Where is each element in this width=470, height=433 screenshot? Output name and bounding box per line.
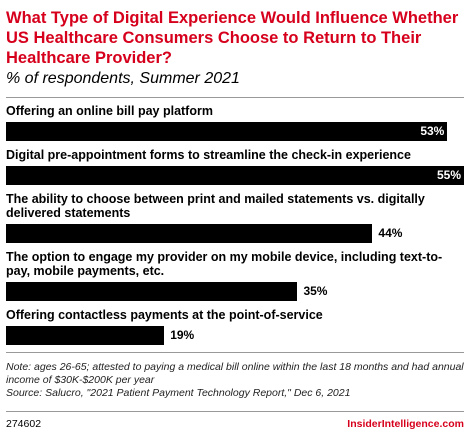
- footer: 274602 InsiderIntelligence.com: [6, 411, 464, 430]
- category-label: Offering an online bill pay platform: [6, 104, 213, 118]
- bar-item: Digital pre-appointment forms to streaml…: [6, 148, 464, 185]
- value-label: 44%: [378, 226, 403, 240]
- divider: [6, 352, 464, 353]
- brand: InsiderIntelligence.com: [347, 418, 464, 430]
- bars: Offering an online bill pay platform 53% D…: [6, 98, 464, 345]
- bar-item: The option to engage my provider on my m…: [6, 250, 464, 301]
- value-label: 35%: [303, 284, 328, 298]
- value-label: 19%: [170, 328, 195, 342]
- category-label: Digital pre-appointment forms to streaml…: [6, 148, 411, 162]
- bar-item: The ability to choose between print and …: [6, 192, 464, 243]
- bar-row: 19%: [6, 326, 464, 345]
- note-text: Note: ages 26-65; attested to paying a m…: [6, 361, 464, 386]
- category-label: The ability to choose between print and …: [6, 192, 425, 220]
- bar-item: Offering contactless payments at the poi…: [6, 308, 464, 345]
- bar: [6, 282, 298, 301]
- bar: [6, 166, 464, 185]
- bar: [6, 326, 165, 345]
- chart-id: 274602: [6, 418, 42, 430]
- chart-title: What Type of Digital Experience Would In…: [6, 9, 459, 67]
- value-label: 55%: [436, 168, 461, 182]
- note: Note: ages 26-65; attested to paying a m…: [6, 361, 464, 400]
- value-label: 53%: [420, 124, 445, 138]
- category-label: Offering contactless payments at the poi…: [6, 308, 323, 322]
- bar: [6, 224, 373, 243]
- bar-row: 44%: [6, 224, 464, 243]
- bar-item: Offering an online bill pay platform 53%: [6, 104, 464, 141]
- bar-row: 53%: [6, 122, 464, 141]
- bar-row: 35%: [6, 282, 464, 301]
- bar: [6, 122, 448, 141]
- bar-row: 55%: [6, 166, 464, 185]
- source-text: Source: Salucro, "2021 Patient Payment T…: [6, 387, 351, 399]
- category-label: The option to engage my provider on my m…: [6, 250, 443, 278]
- chart-subtitle: % of respondents, Summer 2021: [6, 69, 464, 98]
